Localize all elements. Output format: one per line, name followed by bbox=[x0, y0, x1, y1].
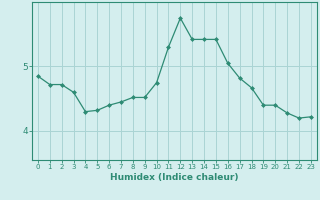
X-axis label: Humidex (Indice chaleur): Humidex (Indice chaleur) bbox=[110, 173, 239, 182]
